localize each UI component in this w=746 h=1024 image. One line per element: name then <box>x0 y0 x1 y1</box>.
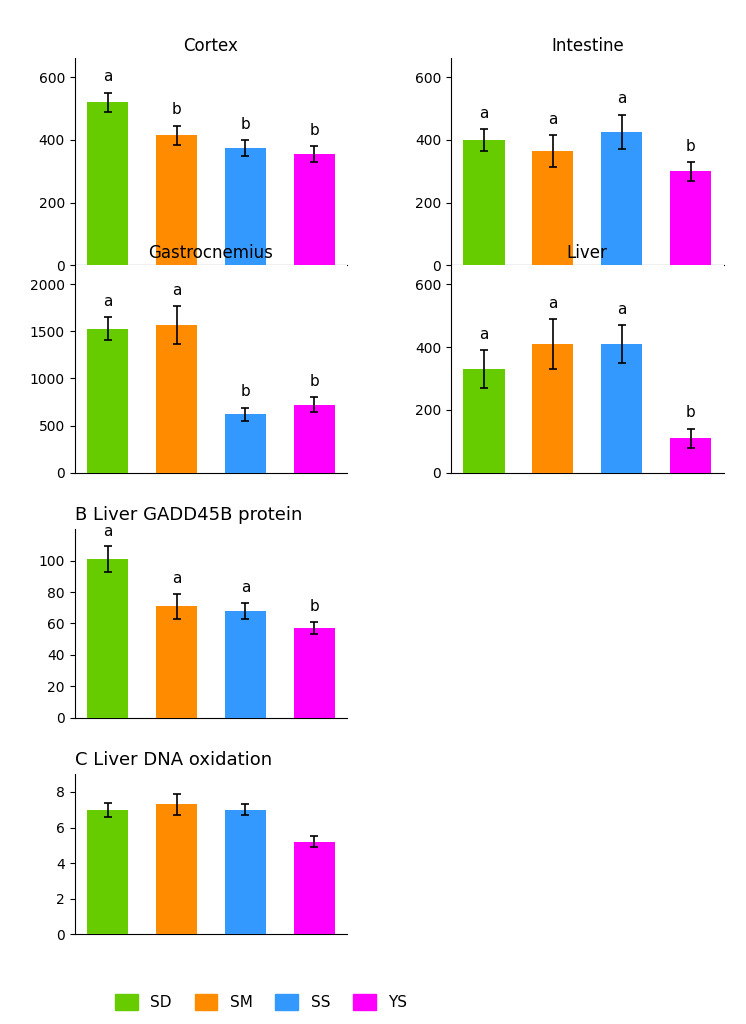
Bar <box>294 154 335 265</box>
Legend: SD, SM, SS, YS: SD, SM, SS, YS <box>109 988 413 1017</box>
Bar <box>532 151 574 265</box>
Bar <box>87 102 128 265</box>
Text: a: a <box>103 524 113 539</box>
Bar <box>463 369 504 473</box>
Title: Intestine: Intestine <box>551 37 624 55</box>
Bar <box>156 135 197 265</box>
Text: b: b <box>310 599 319 614</box>
Text: b: b <box>310 123 319 138</box>
Bar <box>87 559 128 718</box>
Text: a: a <box>103 70 113 84</box>
Bar <box>156 805 197 934</box>
Text: b: b <box>240 117 250 131</box>
Bar <box>225 415 266 473</box>
Bar <box>294 404 335 473</box>
Bar <box>601 132 642 265</box>
Text: a: a <box>479 105 489 121</box>
Bar <box>156 325 197 473</box>
Text: a: a <box>241 581 250 596</box>
Text: a: a <box>103 294 113 309</box>
Bar <box>463 140 504 265</box>
Text: b: b <box>686 406 695 421</box>
Bar <box>294 628 335 718</box>
Bar <box>670 171 711 265</box>
Bar <box>532 344 574 473</box>
Bar <box>225 147 266 265</box>
Text: a: a <box>548 296 557 310</box>
Bar <box>225 611 266 718</box>
Bar <box>670 438 711 473</box>
Text: b: b <box>240 384 250 399</box>
Text: a: a <box>548 112 557 127</box>
Title: Cortex: Cortex <box>184 37 239 55</box>
Bar <box>225 810 266 934</box>
Title: Liver: Liver <box>567 245 608 262</box>
Text: b: b <box>686 138 695 154</box>
Text: a: a <box>479 327 489 342</box>
Text: b: b <box>310 374 319 389</box>
Title: Gastrocnemius: Gastrocnemius <box>148 245 273 262</box>
Text: a: a <box>617 302 627 316</box>
Text: C Liver DNA oxidation: C Liver DNA oxidation <box>75 751 272 769</box>
Bar <box>87 810 128 934</box>
Bar <box>156 606 197 718</box>
Text: a: a <box>172 283 181 298</box>
Text: B Liver GADD45B protein: B Liver GADD45B protein <box>75 506 302 524</box>
Text: b: b <box>172 102 181 118</box>
Bar <box>87 329 128 473</box>
Text: a: a <box>172 571 181 586</box>
Bar <box>294 842 335 934</box>
Text: a: a <box>617 91 627 106</box>
Bar <box>601 344 642 473</box>
